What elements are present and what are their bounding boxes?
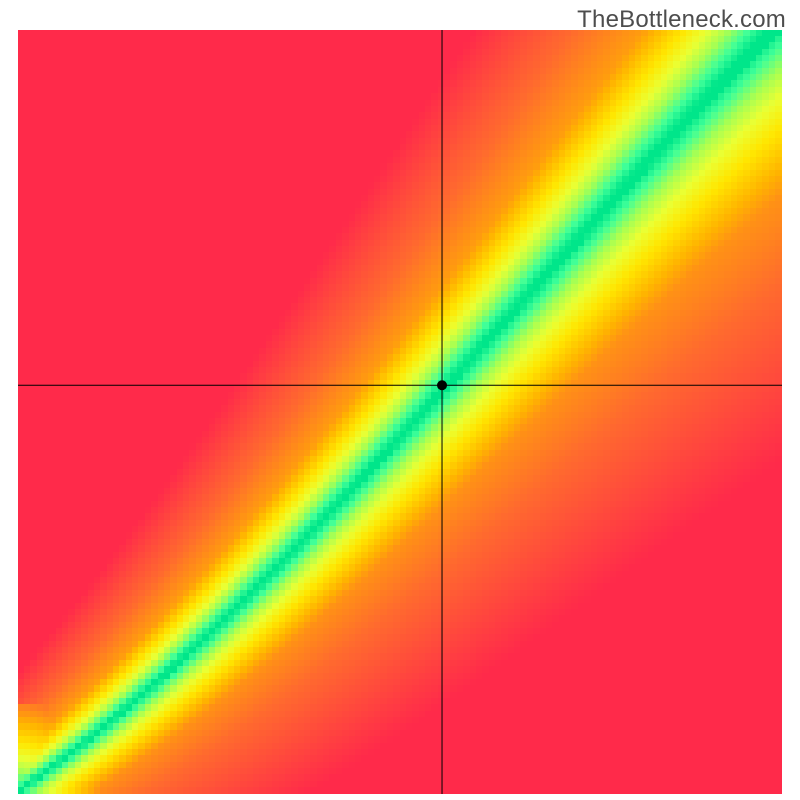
- bottleneck-heatmap: [18, 30, 782, 794]
- watermark-text: TheBottleneck.com: [577, 6, 786, 34]
